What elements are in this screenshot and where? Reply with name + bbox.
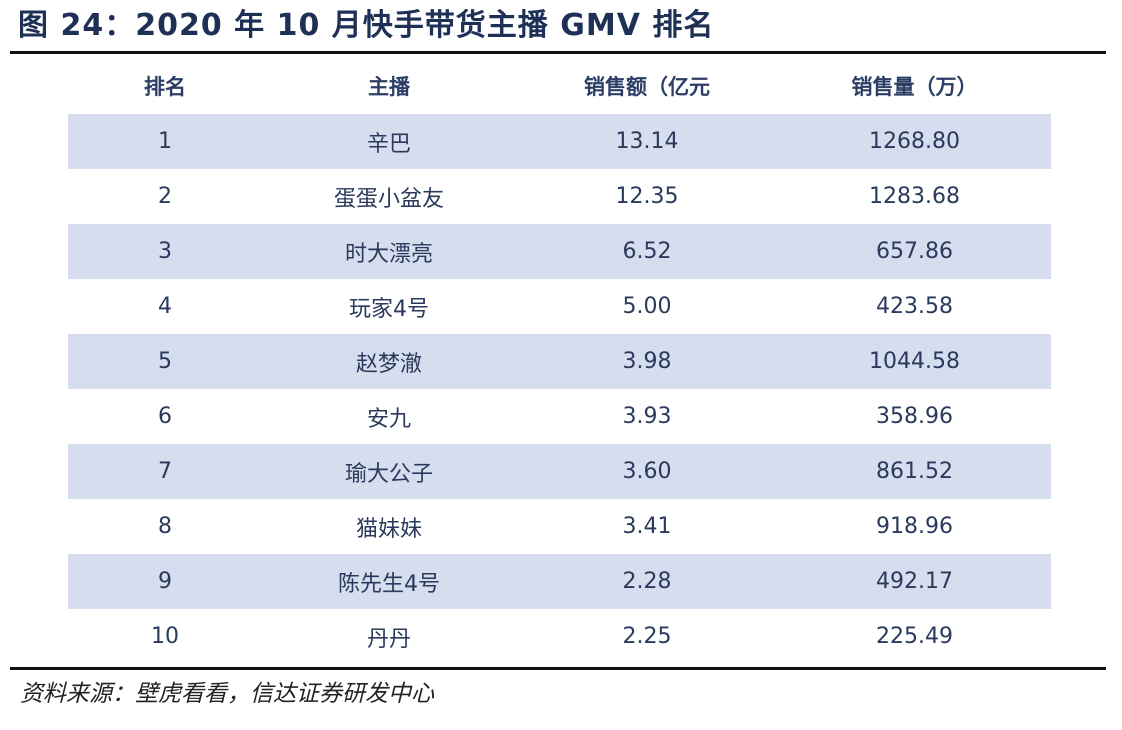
sales-volume-cell: 1268.80 <box>869 129 960 154</box>
sales-volume-cell: 657.86 <box>876 239 953 264</box>
sales-amount-cell: 3.98 <box>622 349 672 374</box>
streamer-cell: 猫妹妹 <box>355 516 422 542</box>
sales-amount-cell: 6.52 <box>622 239 672 264</box>
ranking-table: 排名 主播 销售额（亿元 销售量（万） 1 辛巴 13.14 1268.80 2… <box>68 58 1051 664</box>
sales-amount-cell: 5.00 <box>622 294 672 319</box>
sales-amount-cell: 3.41 <box>622 514 672 539</box>
sales-amount-cell: 3.60 <box>622 459 672 484</box>
table-row: 8 猫妹妹 3.41 918.96 <box>68 499 1051 554</box>
sales-amount-cell: 13.14 <box>615 129 679 154</box>
streamer-cell: 辛巴 <box>366 131 411 157</box>
streamer-cell: 玩家4号 <box>349 296 429 322</box>
rank-cell: 6 <box>158 404 172 429</box>
table-row: 10 丹丹 2.25 225.49 <box>68 609 1051 664</box>
top-rule <box>10 51 1106 54</box>
header-streamer: 主播 <box>368 75 410 99</box>
sales-amount-cell: 3.93 <box>622 404 672 429</box>
rank-cell: 5 <box>158 349 172 374</box>
rank-cell: 10 <box>151 624 179 649</box>
sales-volume-cell: 1044.58 <box>869 349 960 374</box>
header-sales-volume: 销售量（万） <box>851 75 978 99</box>
table-row: 7 瑜大公子 3.60 861.52 <box>68 444 1051 499</box>
header-rank: 排名 <box>144 75 186 99</box>
source-note: 资料来源：壁虎看看，信达证券研发中心 <box>20 681 434 707</box>
table-row: 4 玩家4号 5.00 423.58 <box>68 279 1051 334</box>
streamer-cell: 蛋蛋小盆友 <box>333 186 444 212</box>
sales-volume-cell: 225.49 <box>876 624 953 649</box>
rank-cell: 1 <box>158 129 172 154</box>
rank-cell: 8 <box>158 514 172 539</box>
sales-amount-cell: 2.28 <box>622 569 672 594</box>
table-row: 6 安九 3.93 358.96 <box>68 389 1051 444</box>
streamer-cell: 瑜大公子 <box>344 461 433 487</box>
header-sales-amount: 销售额（亿元 <box>584 75 710 99</box>
figure-title: 图 24：2020 年 10 月快手带货主播 GMV 排名 <box>18 8 715 43</box>
table-row: 9 陈先生4号 2.28 492.17 <box>68 554 1051 609</box>
table-row: 3 时大漂亮 6.52 657.86 <box>68 224 1051 279</box>
rank-cell: 9 <box>158 569 172 594</box>
table-row: 1 辛巴 13.14 1268.80 <box>68 114 1051 169</box>
sales-volume-cell: 492.17 <box>876 569 953 594</box>
sales-volume-cell: 358.96 <box>876 404 953 429</box>
streamer-cell: 丹丹 <box>366 626 411 652</box>
bottom-rule <box>10 667 1106 670</box>
sales-volume-cell: 918.96 <box>876 514 953 539</box>
sales-amount-cell: 12.35 <box>615 184 679 209</box>
sales-volume-cell: 1283.68 <box>869 184 960 209</box>
rank-cell: 4 <box>158 294 172 319</box>
streamer-cell: 陈先生4号 <box>338 571 440 597</box>
table-row: 5 赵梦澈 3.98 1044.58 <box>68 334 1051 389</box>
table-header-row: 排名 主播 销售额（亿元 销售量（万） <box>68 58 1051 114</box>
streamer-cell: 安九 <box>366 406 411 432</box>
sales-volume-cell: 861.52 <box>876 459 953 484</box>
rank-cell: 2 <box>158 184 172 209</box>
streamer-cell: 时大漂亮 <box>344 241 433 267</box>
table-row: 2 蛋蛋小盆友 12.35 1283.68 <box>68 169 1051 224</box>
rank-cell: 3 <box>158 239 172 264</box>
streamer-cell: 赵梦澈 <box>355 351 422 377</box>
rank-cell: 7 <box>158 459 172 484</box>
sales-amount-cell: 2.25 <box>622 624 672 649</box>
sales-volume-cell: 423.58 <box>876 294 953 319</box>
